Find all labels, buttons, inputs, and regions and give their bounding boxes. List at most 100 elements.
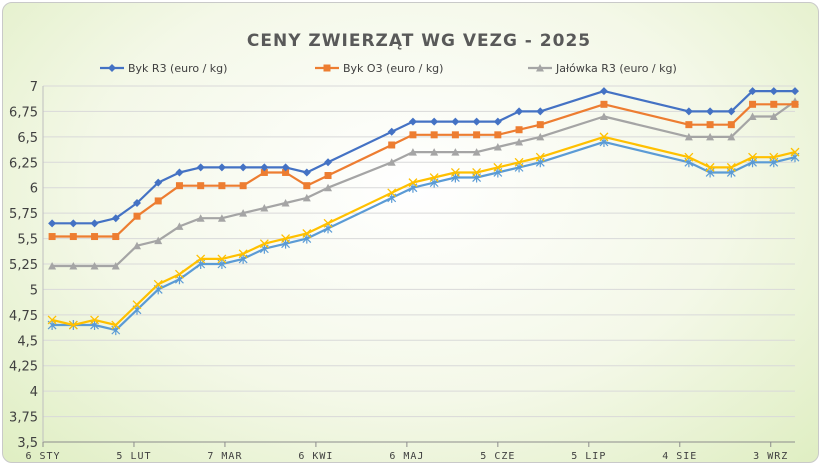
data-point — [514, 157, 524, 167]
data-point — [705, 162, 715, 172]
data-point — [727, 107, 736, 116]
y-tick-label: 6 — [30, 182, 38, 197]
legend-label: Byk R3 (euro / kg) — [128, 62, 227, 75]
data-point — [536, 132, 545, 141]
data-point — [429, 173, 439, 183]
data-point — [769, 152, 779, 162]
data-point — [387, 188, 397, 198]
data-point — [154, 178, 163, 187]
legend: Byk R3 (euro / kg) Byk O3 (euro / kg) Jałó… — [100, 62, 677, 75]
data-point — [90, 262, 99, 270]
y-axis: 3,5 3,75 4 4,25 4,5 4,75 5 5,25 5,5 5,75 6 6,25 6,5 6… — [9, 80, 44, 451]
y-tick-label: 6,25 — [9, 156, 38, 171]
data-point — [154, 236, 163, 245]
data-point — [217, 214, 226, 222]
legend-item: Byk O3 (euro / kg) — [315, 62, 443, 75]
data-point — [133, 241, 141, 250]
data-point — [408, 148, 417, 156]
data-point — [112, 233, 120, 241]
x-tick-label: 4 SIE — [662, 451, 697, 462]
grid-lines — [43, 85, 795, 443]
data-point — [408, 178, 418, 188]
data-point — [769, 112, 778, 121]
data-point — [69, 219, 78, 228]
data-point — [324, 158, 333, 167]
data-point — [515, 126, 523, 134]
legend-marker — [536, 64, 544, 72]
chart-svg: 6 STY 5 LUT 7 MAR 6 KWI 6 MAJ 5 CZE 5 LIP 4 SIE… — [9, 31, 800, 462]
data-point — [133, 212, 141, 220]
data-point — [303, 182, 311, 190]
x-tick-label: 3 WRZ — [753, 451, 788, 462]
data-point — [154, 197, 162, 205]
data-point — [111, 320, 121, 330]
data-point — [111, 262, 120, 270]
y-tick-label: 6,75 — [9, 105, 38, 120]
y-tick-label: 4 — [30, 385, 38, 400]
y-tick-label: 6,5 — [17, 131, 38, 146]
data-point — [239, 182, 247, 190]
data-point — [282, 168, 290, 176]
y-tick-label: 4,75 — [9, 309, 38, 324]
x-tick-label: 6 MAJ — [389, 451, 424, 462]
series-1 — [48, 100, 799, 241]
legend-marker — [108, 64, 116, 72]
data-point — [281, 198, 290, 207]
data-point — [153, 279, 163, 289]
data-point — [749, 100, 757, 108]
data-point — [260, 163, 269, 172]
data-point — [324, 172, 332, 180]
data-point — [684, 107, 693, 116]
data-point — [493, 143, 502, 151]
data-point — [493, 162, 503, 172]
data-point — [217, 254, 227, 264]
data-point — [408, 117, 417, 126]
legend-label: Byk O3 (euro / kg) — [343, 62, 443, 75]
data-point — [684, 132, 693, 141]
y-tick-label: 5,25 — [9, 258, 38, 273]
data-point — [47, 315, 57, 325]
data-point — [684, 152, 694, 162]
series-line — [52, 103, 795, 238]
data-point — [748, 112, 757, 121]
data-point — [111, 214, 120, 223]
data-point — [387, 127, 396, 136]
data-point — [323, 218, 333, 228]
series-3 — [47, 132, 800, 330]
data-point — [600, 100, 608, 108]
data-point — [726, 162, 736, 172]
data-point — [196, 214, 205, 222]
data-point — [451, 131, 459, 139]
data-point — [69, 262, 78, 270]
data-point — [748, 87, 757, 96]
data-point — [706, 107, 715, 116]
legend-label: Jałówka R3 (euro / kg) — [555, 62, 677, 75]
data-point — [132, 300, 142, 310]
data-point — [218, 182, 226, 190]
data-point — [69, 233, 77, 241]
data-point — [706, 132, 715, 141]
series-layer — [47, 87, 800, 336]
data-point — [515, 107, 524, 116]
data-point — [260, 204, 269, 212]
data-point — [599, 132, 609, 142]
data-point — [281, 163, 290, 172]
data-point — [281, 234, 291, 244]
data-point — [239, 163, 248, 172]
x-tick-label: 5 LUT — [116, 451, 151, 462]
y-tick-label: 7 — [30, 80, 38, 95]
y-tick-label: 5,5 — [17, 233, 38, 248]
data-point — [133, 198, 141, 207]
data-point — [409, 131, 417, 139]
series-0 — [48, 87, 799, 228]
y-tick-label: 3,5 — [17, 436, 38, 451]
data-point — [196, 163, 205, 172]
data-point — [472, 148, 481, 156]
y-tick-label: 5 — [30, 283, 38, 298]
data-point — [174, 269, 184, 279]
data-point — [770, 100, 778, 108]
data-point — [473, 131, 481, 139]
data-point — [175, 168, 184, 177]
data-point — [90, 315, 100, 325]
